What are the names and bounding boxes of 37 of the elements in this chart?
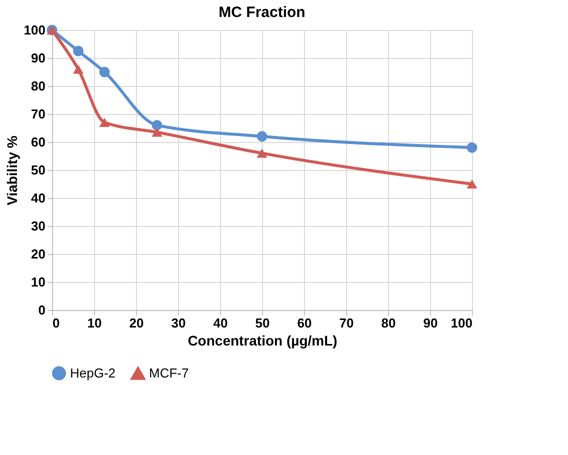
point bbox=[73, 46, 84, 56]
x-tick-label: 80 bbox=[381, 316, 396, 330]
x-tick-label: 30 bbox=[171, 316, 186, 330]
y-tick-label: 90 bbox=[31, 50, 46, 66]
chart-title: MC Fraction bbox=[218, 4, 306, 21]
y-tick-label: 20 bbox=[31, 246, 46, 262]
x-tick-label: 0 bbox=[52, 316, 60, 330]
x-tick-label: 100 bbox=[450, 316, 472, 330]
x-tick-label: 70 bbox=[339, 316, 354, 330]
point bbox=[99, 66, 110, 78]
legend-label: MCF-7 bbox=[149, 366, 189, 381]
point bbox=[256, 148, 268, 158]
x-axis-title: Concentration (µg/mL) bbox=[188, 332, 338, 348]
y-tick-label: 70 bbox=[31, 106, 46, 122]
x-tick-label: 10 bbox=[87, 316, 102, 330]
y-axis-title: Viability % bbox=[4, 135, 20, 206]
y-tick-label: 0 bbox=[38, 302, 46, 318]
x-tick-label: 50 bbox=[255, 316, 270, 330]
point bbox=[152, 120, 162, 130]
y-tick-label: 50 bbox=[31, 162, 46, 178]
x-tick-label: 20 bbox=[129, 316, 144, 330]
x-tick-label: 90 bbox=[423, 316, 438, 330]
y-tick-label: 10 bbox=[31, 274, 46, 290]
x-tick-label: 40 bbox=[213, 316, 228, 330]
point bbox=[256, 131, 268, 142]
point bbox=[466, 179, 478, 189]
point bbox=[466, 142, 478, 153]
y-tick-label: 100 bbox=[24, 22, 46, 38]
x-tick-label: 60 bbox=[297, 316, 312, 330]
y-tick-label: 30 bbox=[31, 218, 46, 234]
point bbox=[99, 118, 110, 127]
legend-label: HepG-2 bbox=[70, 365, 116, 380]
y-tick-label: 60 bbox=[31, 134, 46, 150]
y-tick-label: 40 bbox=[31, 190, 46, 206]
point bbox=[73, 64, 84, 74]
y-tick-label: 80 bbox=[31, 78, 46, 94]
point bbox=[152, 128, 162, 137]
